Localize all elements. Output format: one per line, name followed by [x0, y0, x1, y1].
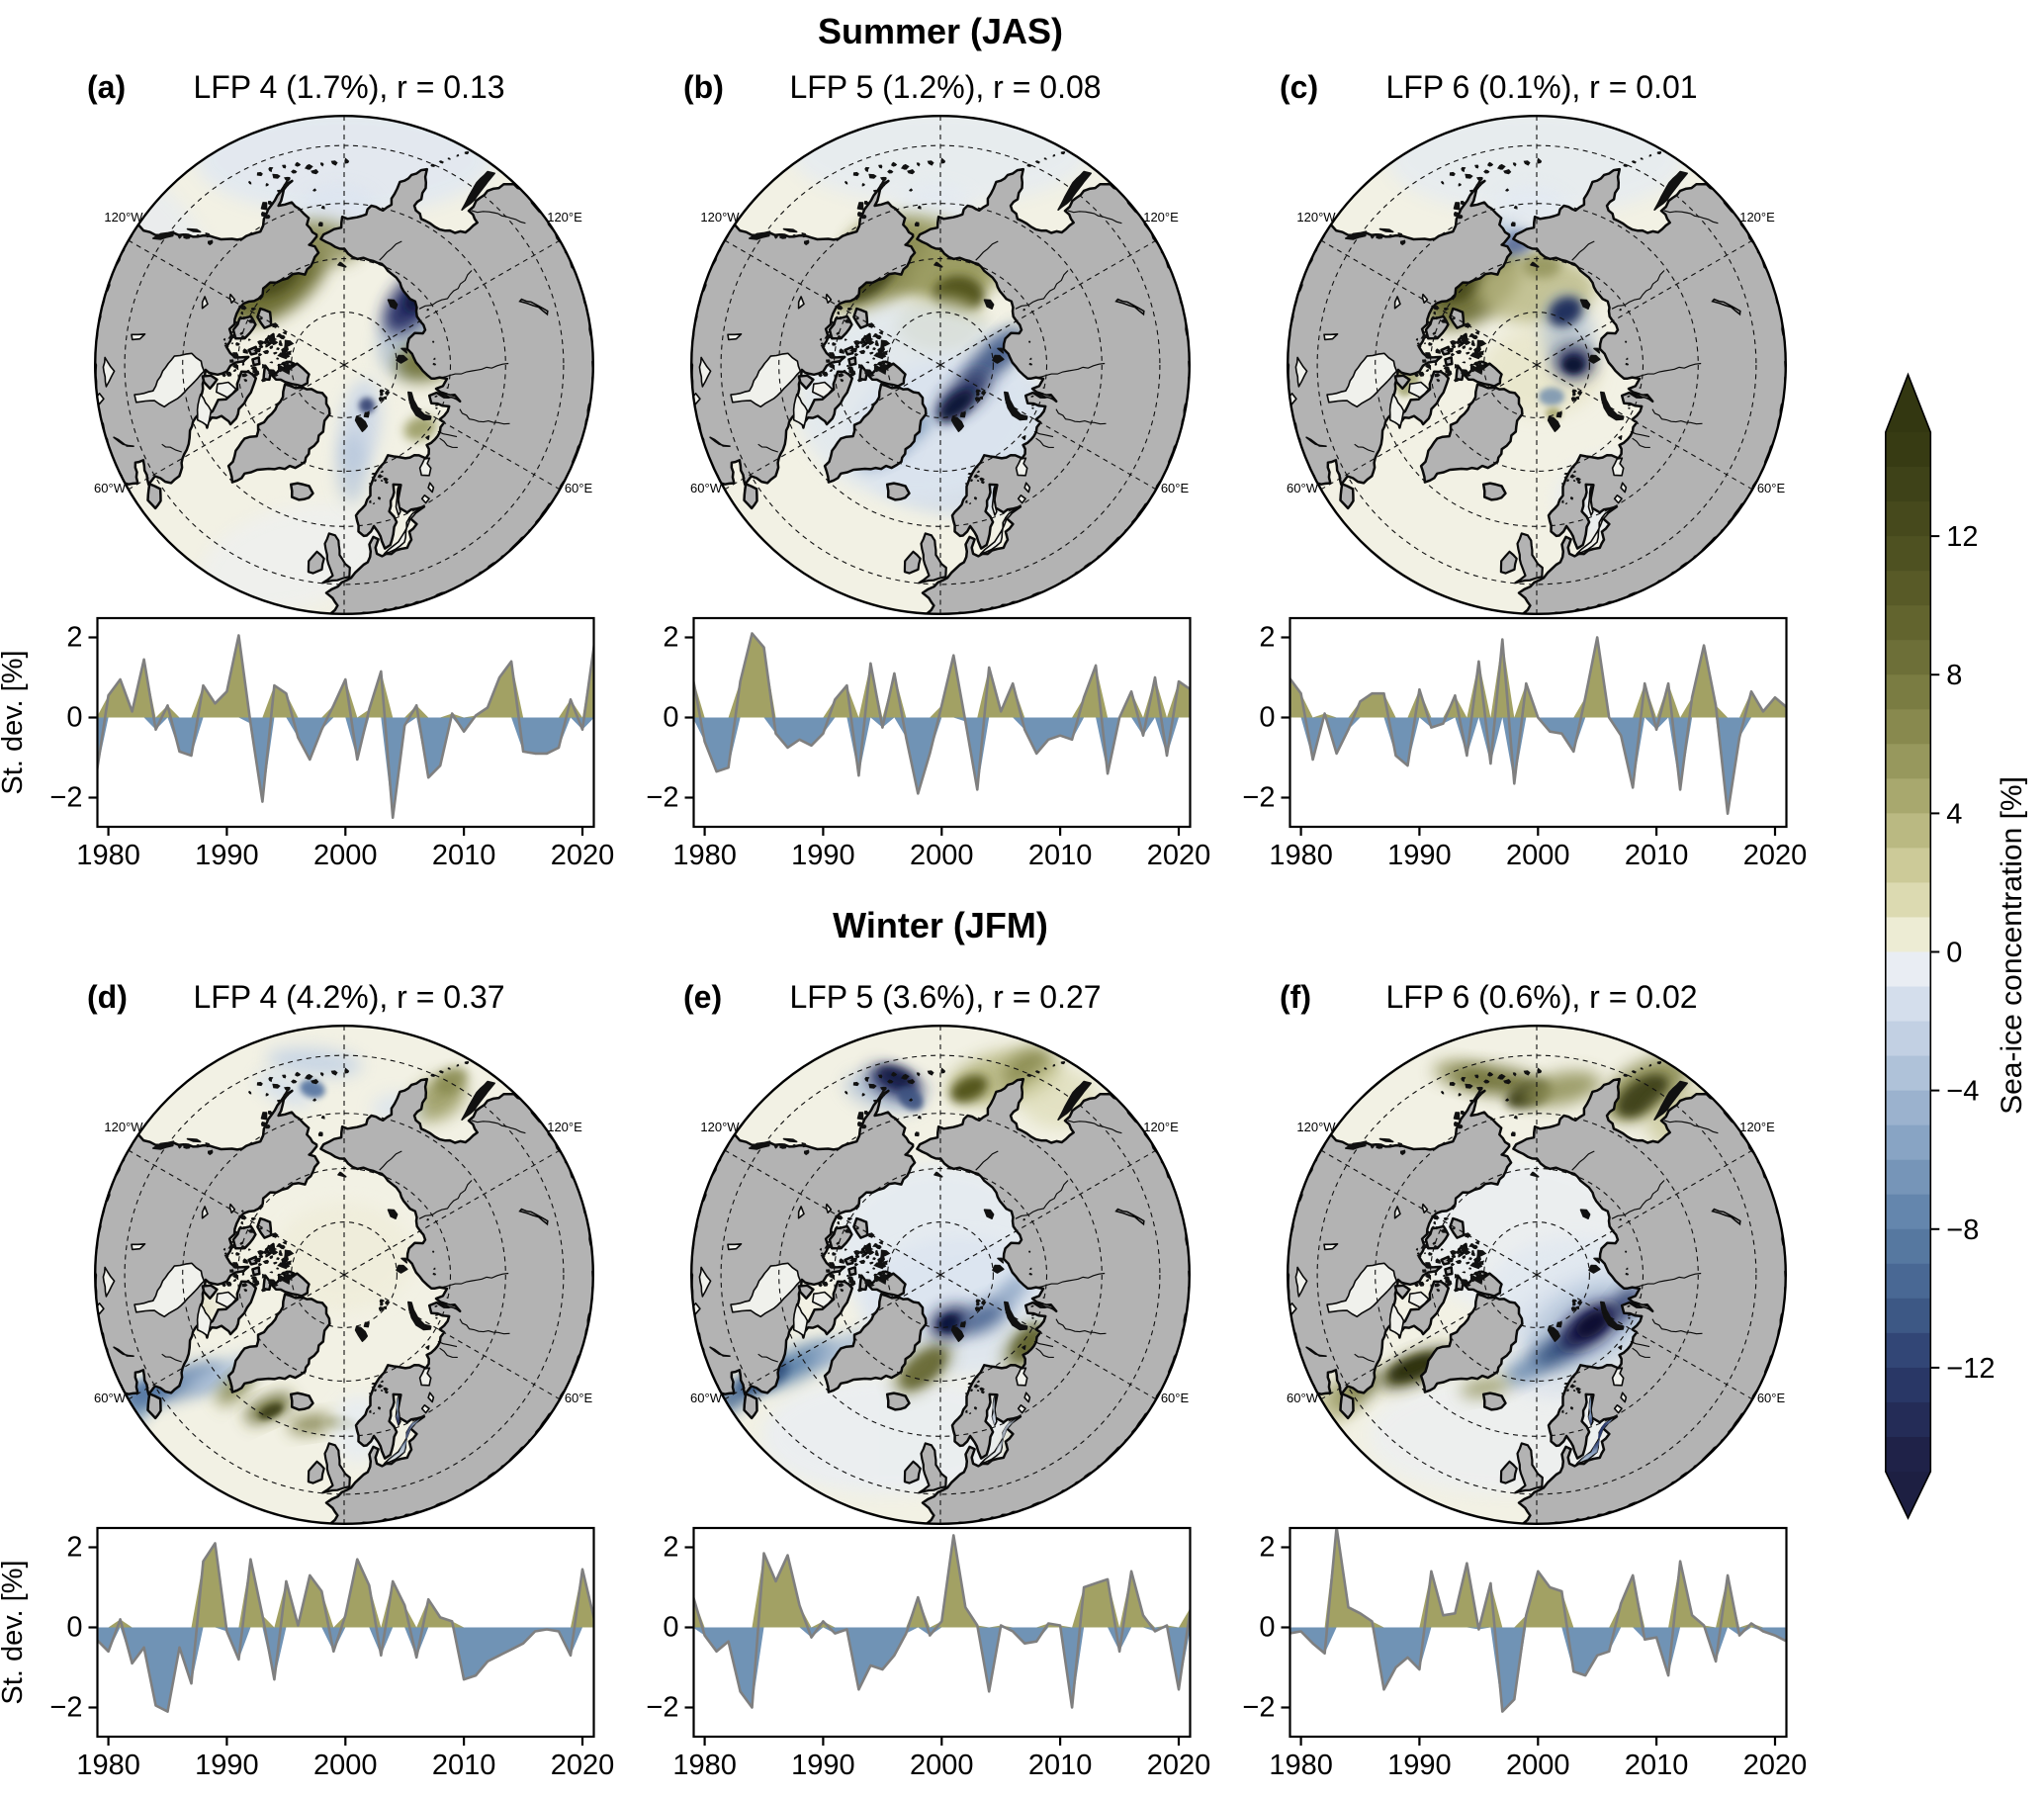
- svg-text:120°W: 120°W: [700, 210, 740, 225]
- svg-text:2010: 2010: [1028, 1750, 1093, 1781]
- svg-text:120°E: 120°E: [1739, 1120, 1775, 1134]
- svg-text:120°E: 120°E: [547, 1120, 582, 1134]
- svg-text:1990: 1990: [195, 1750, 259, 1781]
- svg-text:2020: 2020: [551, 840, 615, 871]
- svg-text:60°E: 60°E: [1161, 1391, 1190, 1405]
- svg-text:60°W: 60°W: [94, 1391, 127, 1405]
- svg-text:4: 4: [1946, 798, 1962, 830]
- svg-text:1980: 1980: [76, 1750, 140, 1781]
- svg-text:60°W: 60°W: [1287, 481, 1319, 495]
- svg-text:120°W: 120°W: [700, 1120, 740, 1134]
- svg-text:2: 2: [663, 622, 678, 654]
- svg-text:1980: 1980: [1269, 1750, 1333, 1781]
- svg-text:1980: 1980: [672, 1750, 737, 1781]
- svg-text:1990: 1990: [791, 840, 855, 871]
- svg-text:120°E: 120°E: [1739, 210, 1775, 225]
- svg-text:2010: 2010: [1028, 840, 1093, 871]
- svg-text:0: 0: [66, 702, 82, 734]
- svg-text:1980: 1980: [1269, 840, 1333, 871]
- svg-text:Sea-ice concentration [%]: Sea-ice concentration [%]: [1996, 776, 2028, 1115]
- svg-text:60°W: 60°W: [94, 481, 127, 495]
- svg-text:2000: 2000: [910, 840, 974, 871]
- svg-text:2010: 2010: [1625, 840, 1689, 871]
- svg-text:−2: −2: [646, 1692, 678, 1724]
- svg-text:60°E: 60°E: [1757, 1391, 1786, 1405]
- svg-text:2020: 2020: [1743, 840, 1808, 871]
- svg-text:0: 0: [663, 1612, 678, 1644]
- svg-text:0: 0: [66, 1612, 82, 1644]
- svg-text:1990: 1990: [1387, 1750, 1452, 1781]
- svg-text:2000: 2000: [313, 840, 378, 871]
- svg-text:60°E: 60°E: [1161, 481, 1190, 495]
- svg-text:2: 2: [66, 1532, 82, 1564]
- svg-text:0: 0: [1259, 1612, 1275, 1644]
- svg-text:2020: 2020: [551, 1750, 615, 1781]
- svg-text:2: 2: [1259, 1532, 1275, 1564]
- svg-text:−8: −8: [1946, 1214, 1979, 1246]
- svg-text:120°W: 120°W: [104, 210, 143, 225]
- svg-text:120°W: 120°W: [1296, 1120, 1336, 1134]
- svg-text:2: 2: [663, 1532, 678, 1564]
- svg-text:St. dev. [%]: St. dev. [%]: [0, 650, 29, 794]
- svg-text:1980: 1980: [76, 840, 140, 871]
- svg-text:120°E: 120°E: [547, 210, 582, 225]
- svg-text:St. dev. [%]: St. dev. [%]: [0, 1560, 29, 1704]
- svg-text:12: 12: [1946, 521, 1978, 553]
- svg-text:2000: 2000: [910, 1750, 974, 1781]
- svg-text:1980: 1980: [672, 840, 737, 871]
- svg-text:−12: −12: [1946, 1353, 1995, 1385]
- svg-text:2020: 2020: [1743, 1750, 1808, 1781]
- svg-text:2020: 2020: [1147, 840, 1211, 871]
- svg-text:0: 0: [1259, 702, 1275, 734]
- svg-text:120°E: 120°E: [1143, 210, 1179, 225]
- svg-text:−2: −2: [49, 1692, 82, 1724]
- svg-text:2000: 2000: [1506, 1750, 1570, 1781]
- svg-text:60°W: 60°W: [690, 1391, 723, 1405]
- svg-text:2000: 2000: [1506, 840, 1570, 871]
- svg-text:60°E: 60°E: [565, 481, 593, 495]
- svg-text:0: 0: [663, 702, 678, 734]
- svg-text:1990: 1990: [791, 1750, 855, 1781]
- svg-text:120°W: 120°W: [1296, 210, 1336, 225]
- svg-text:−2: −2: [1242, 1692, 1275, 1724]
- svg-text:−4: −4: [1946, 1076, 1979, 1108]
- svg-text:60°E: 60°E: [1757, 481, 1786, 495]
- svg-text:8: 8: [1946, 660, 1962, 691]
- svg-text:2010: 2010: [432, 840, 496, 871]
- svg-text:120°W: 120°W: [104, 1120, 143, 1134]
- svg-text:1990: 1990: [1387, 840, 1452, 871]
- svg-text:2: 2: [1259, 622, 1275, 654]
- svg-text:120°E: 120°E: [1143, 1120, 1179, 1134]
- svg-text:1990: 1990: [195, 840, 259, 871]
- svg-text:2010: 2010: [432, 1750, 496, 1781]
- svg-text:60°W: 60°W: [690, 481, 723, 495]
- svg-text:0: 0: [1946, 938, 1962, 969]
- svg-text:2: 2: [66, 622, 82, 654]
- svg-text:60°E: 60°E: [565, 1391, 593, 1405]
- svg-text:−2: −2: [1242, 782, 1275, 814]
- svg-text:2000: 2000: [313, 1750, 378, 1781]
- svg-text:2020: 2020: [1147, 1750, 1211, 1781]
- svg-text:−2: −2: [49, 782, 82, 814]
- svg-text:−2: −2: [646, 782, 678, 814]
- svg-text:2010: 2010: [1625, 1750, 1689, 1781]
- svg-text:60°W: 60°W: [1287, 1391, 1319, 1405]
